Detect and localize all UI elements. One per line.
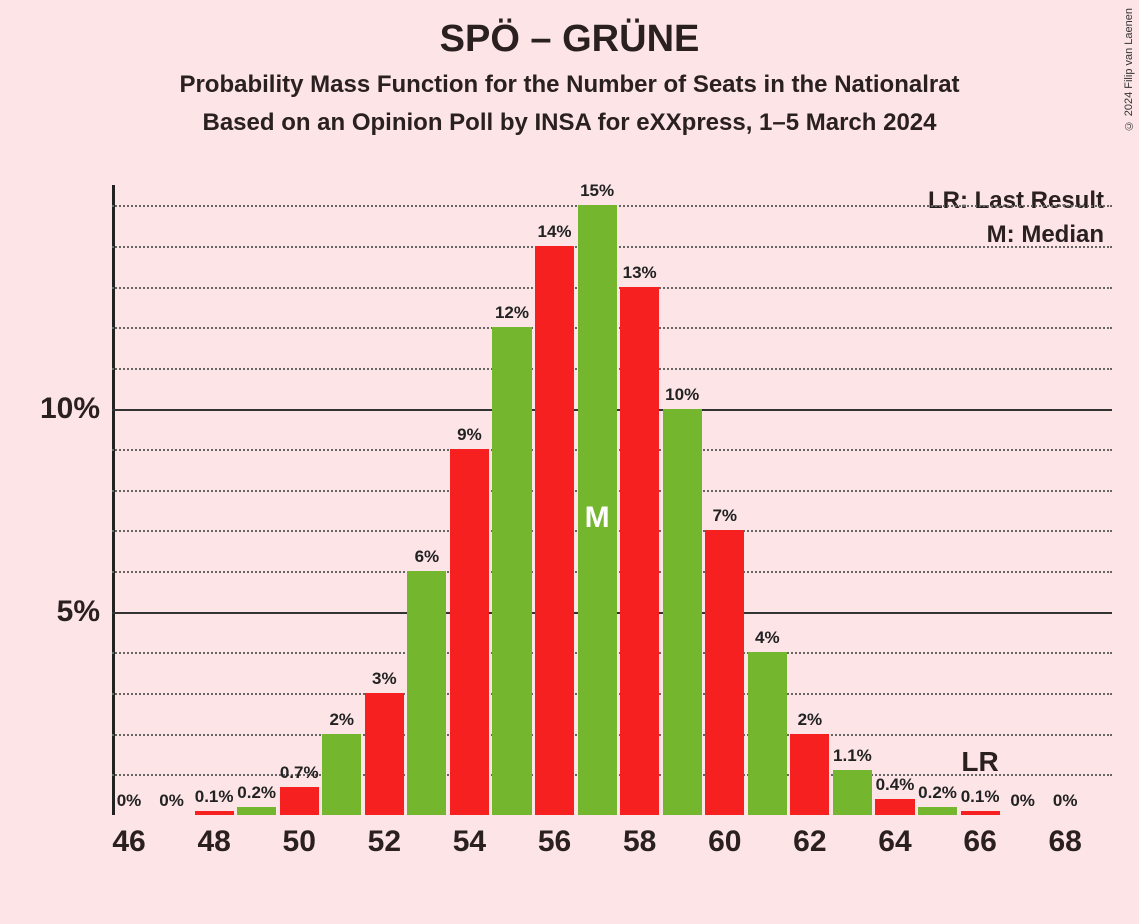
x-tick-label: 66 <box>963 815 996 859</box>
x-tick-label: 50 <box>283 815 316 859</box>
bar: 6% <box>407 571 446 815</box>
bar: 10% <box>663 409 702 815</box>
median-marker: M <box>585 501 610 535</box>
bar-value-label: 14% <box>538 222 572 246</box>
bar: 0.4% <box>875 799 914 815</box>
bar-value-label: 15% <box>580 181 614 205</box>
y-tick-label: 5% <box>57 595 112 629</box>
bar-value-label: 0% <box>159 791 184 815</box>
bar-value-label: 0.2% <box>918 783 957 807</box>
bar-value-label: 0% <box>1010 791 1035 815</box>
bar: 0.2% <box>918 807 957 815</box>
y-axis-line <box>112 185 115 815</box>
chart-subtitle-2: Based on an Opinion Poll by INSA for eXX… <box>0 109 1139 137</box>
x-tick-label: 56 <box>538 815 571 859</box>
bar-value-label: 0% <box>1053 791 1078 815</box>
bar-value-label: 4% <box>755 628 780 652</box>
copyright-text: © 2024 Filip van Laenen <box>1123 8 1135 131</box>
bar-value-label: 3% <box>372 669 397 693</box>
bar-value-label: 0% <box>117 791 142 815</box>
bar: 2% <box>790 734 829 815</box>
bar-value-label: 0.1% <box>195 787 234 811</box>
bar: 13% <box>620 287 659 815</box>
bar-value-label: 9% <box>457 425 482 449</box>
bar: 4% <box>748 652 787 815</box>
chart-legend: LR: Last Result M: Median <box>928 187 1104 255</box>
bar: 0.2% <box>237 807 276 815</box>
x-tick-label: 54 <box>453 815 486 859</box>
chart-title: SPÖ – GRÜNE <box>0 0 1139 61</box>
legend-m: M: Median <box>928 221 1104 249</box>
bar: 12% <box>492 327 531 815</box>
bar-value-label: 0.4% <box>876 775 915 799</box>
x-tick-label: 46 <box>112 815 145 859</box>
bar: 14% <box>535 246 574 815</box>
bar-value-label: 0.2% <box>237 783 276 807</box>
bar: 1.1% <box>833 770 872 815</box>
bar-value-label: 6% <box>415 547 440 571</box>
bar-value-label: 1.1% <box>833 746 872 770</box>
bar-value-label: 7% <box>712 506 737 530</box>
x-tick-label: 62 <box>793 815 826 859</box>
bar: 9% <box>450 449 489 815</box>
bar-value-label: 0.7% <box>280 763 319 787</box>
bar-value-label: 2% <box>329 710 354 734</box>
bar-value-label: 10% <box>665 385 699 409</box>
bar: 3% <box>365 693 404 815</box>
bar: 7% <box>705 530 744 815</box>
last-result-marker: LR <box>961 746 998 778</box>
y-tick-label: 10% <box>40 392 112 426</box>
x-tick-label: 58 <box>623 815 656 859</box>
bar: 0.7% <box>280 787 319 815</box>
x-tick-label: 64 <box>878 815 911 859</box>
bar-value-label: 13% <box>623 263 657 287</box>
x-tick-label: 60 <box>708 815 741 859</box>
bar-value-label: 12% <box>495 303 529 327</box>
chart-subtitle-1: Probability Mass Function for the Number… <box>0 71 1139 99</box>
bar-value-label: 0.1% <box>961 787 1000 811</box>
chart-plot-area: LR: Last Result M: Median 5%10%0%0%0.1%0… <box>112 185 1112 815</box>
bar-value-label: 2% <box>798 710 823 734</box>
legend-lr: LR: Last Result <box>928 187 1104 215</box>
x-tick-label: 48 <box>197 815 230 859</box>
x-tick-label: 68 <box>1049 815 1082 859</box>
x-tick-label: 52 <box>368 815 401 859</box>
bar: 2% <box>322 734 361 815</box>
